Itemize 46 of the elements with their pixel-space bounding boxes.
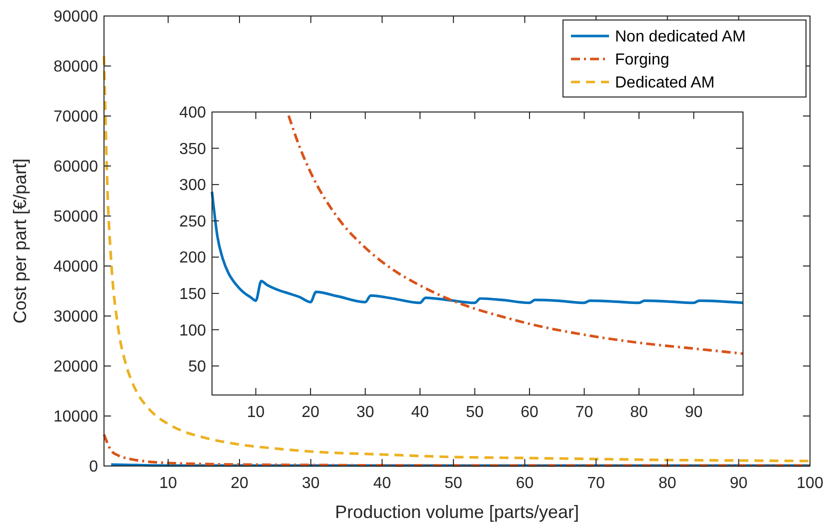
y-tick-label: 50000 bbox=[54, 208, 98, 226]
y-tick-label: 0 bbox=[89, 458, 98, 476]
y-tick-label: 100 bbox=[179, 322, 206, 340]
line-series bbox=[210, 190, 744, 304]
x-tick-label: 10 bbox=[246, 404, 265, 421]
y-tick-label: 150 bbox=[179, 286, 206, 304]
x-tick-label: 30 bbox=[302, 475, 320, 492]
y-tick-label: 10000 bbox=[54, 408, 98, 426]
y-tick-label: 250 bbox=[179, 213, 206, 230]
x-tick-label: 90 bbox=[730, 475, 748, 492]
x-tick-label: 50 bbox=[444, 475, 462, 492]
line-series bbox=[102, 433, 812, 467]
legend-label: Forging bbox=[615, 52, 670, 69]
line-series bbox=[102, 54, 812, 462]
legend-label: Non dedicated AM bbox=[615, 28, 746, 46]
y-tick-label: 70000 bbox=[54, 108, 98, 126]
x-tick-label: 60 bbox=[520, 404, 539, 421]
legend-label: Dedicated AM bbox=[615, 74, 715, 92]
x-tick-label: 50 bbox=[466, 404, 484, 421]
y-tick-label: 20000 bbox=[54, 358, 98, 376]
x-tick-label: 60 bbox=[516, 475, 534, 492]
y-tick-label: 40000 bbox=[54, 258, 98, 276]
y-tick-label: 80000 bbox=[54, 58, 98, 76]
x-tick-label: 30 bbox=[356, 404, 374, 421]
y-tick-label: 60000 bbox=[54, 158, 98, 176]
x-tick-label: 80 bbox=[630, 404, 648, 421]
x-tick-label: 90 bbox=[684, 404, 703, 421]
x-tick-label: 40 bbox=[373, 475, 392, 492]
y-tick-label: 30000 bbox=[54, 308, 98, 326]
y-axis-title: Cost per part [€/part] bbox=[10, 158, 30, 324]
x-tick-label: 80 bbox=[658, 475, 676, 492]
y-tick-label: 300 bbox=[179, 177, 206, 194]
x-tick-label: 70 bbox=[587, 475, 606, 492]
y-tick-label: 350 bbox=[179, 140, 206, 158]
x-tick-label: 100 bbox=[796, 475, 824, 492]
x-tick-label: 70 bbox=[575, 404, 594, 421]
x-tick-label: 20 bbox=[302, 404, 320, 421]
y-tick-label: 90000 bbox=[54, 8, 98, 26]
x-tick-label: 40 bbox=[411, 404, 430, 421]
y-tick-label: 50 bbox=[188, 358, 206, 376]
line-series bbox=[287, 114, 744, 355]
x-axis-title: Production volume [parts/year] bbox=[334, 502, 580, 522]
x-tick-label: 20 bbox=[230, 475, 248, 492]
y-tick-label: 200 bbox=[179, 250, 206, 267]
x-tick-label: 10 bbox=[159, 475, 178, 492]
y-tick-label: 400 bbox=[179, 104, 206, 122]
